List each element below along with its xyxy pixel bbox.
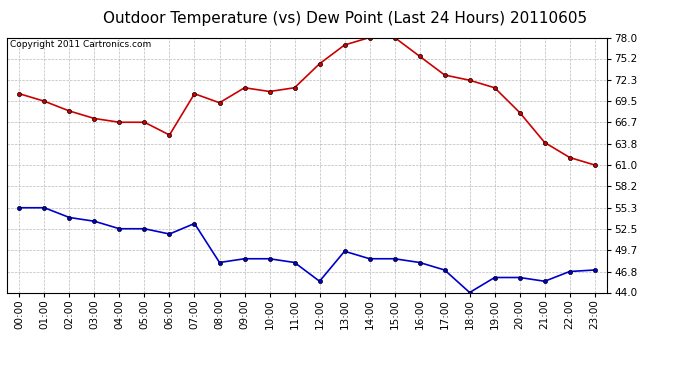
Text: Copyright 2011 Cartronics.com: Copyright 2011 Cartronics.com — [10, 40, 151, 49]
Text: Outdoor Temperature (vs) Dew Point (Last 24 Hours) 20110605: Outdoor Temperature (vs) Dew Point (Last… — [103, 11, 587, 26]
